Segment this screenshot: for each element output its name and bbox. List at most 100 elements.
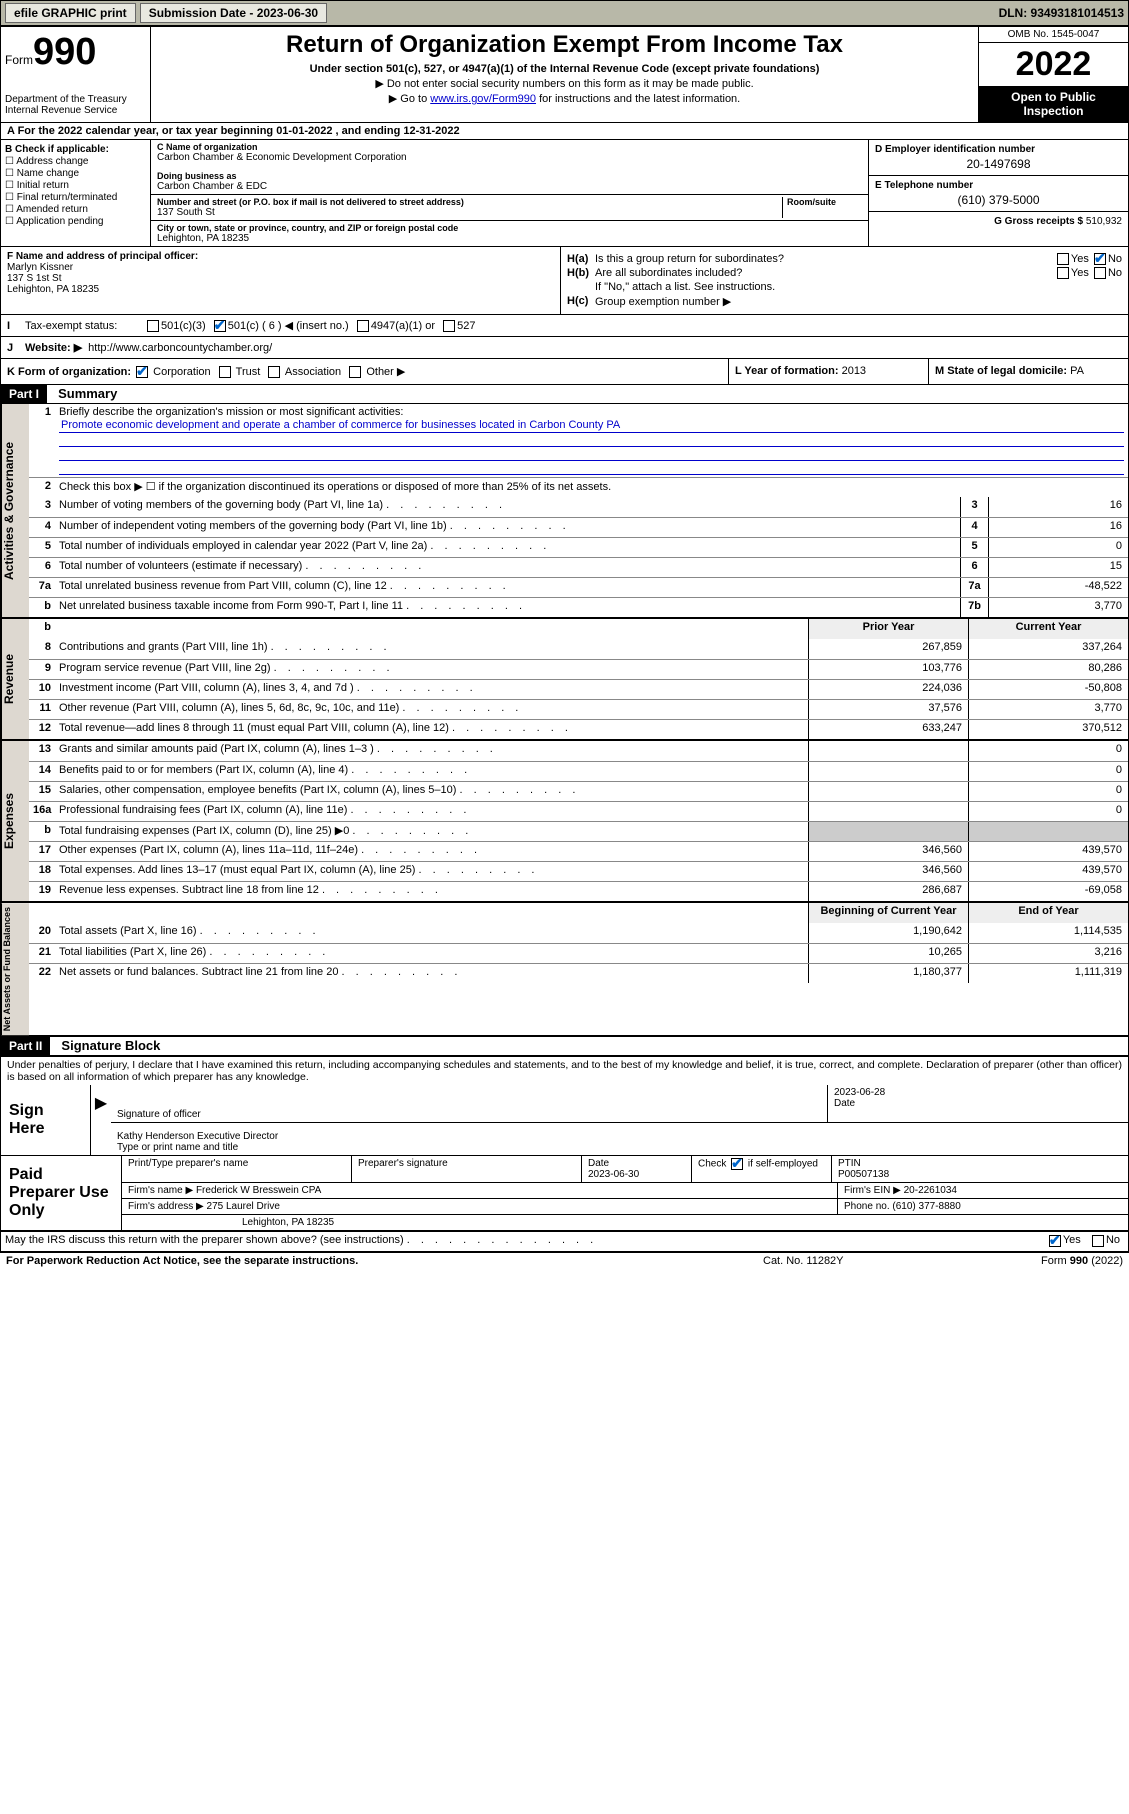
- l-label: L Year of formation:: [735, 365, 839, 377]
- row-box-val: 16: [988, 497, 1128, 517]
- hb-yes-chk[interactable]: [1057, 267, 1069, 279]
- row-k-l-m: K Form of organization: Corporation Trus…: [1, 359, 1128, 385]
- k-other-chk[interactable]: [349, 366, 361, 378]
- discuss-no-chk[interactable]: [1092, 1235, 1104, 1247]
- exp-row-13: 13 Grants and similar amounts paid (Part…: [29, 741, 1128, 761]
- net-row-21: 21 Total liabilities (Part X, line 26) .…: [29, 943, 1128, 963]
- row-num: 18: [29, 862, 55, 881]
- row-num: 15: [29, 782, 55, 801]
- row-i: I Tax-exempt status: 501(c)(3) 501(c) ( …: [1, 315, 1128, 337]
- part1-title: Summary: [50, 386, 117, 401]
- rev-row-12: 12 Total revenue—add lines 8 through 11 …: [29, 719, 1128, 739]
- room-label: Room/suite: [787, 197, 862, 207]
- gov-row-7a: 7a Total unrelated business revenue from…: [29, 577, 1128, 597]
- row-desc: Net assets or fund balances. Subtract li…: [55, 964, 808, 983]
- org-name: Carbon Chamber & Economic Development Co…: [157, 152, 862, 163]
- q2-text: Check this box ▶ ☐ if the organization d…: [55, 478, 1128, 497]
- h-c-row: H(c) Group exemption number ▶: [567, 295, 1122, 308]
- footer-mid: Cat. No. 11282Y: [763, 1255, 963, 1267]
- k-trust-chk[interactable]: [219, 366, 231, 378]
- street-val: 137 South St: [157, 207, 782, 218]
- row-cy: 0: [968, 782, 1128, 801]
- self-emp-chk[interactable]: [731, 1158, 743, 1170]
- efile-button[interactable]: efile GRAPHIC print: [5, 3, 136, 23]
- rev-hdr-desc: [55, 619, 808, 639]
- opt-4947: 4947(a)(1) or: [371, 320, 435, 332]
- row-desc: Professional fundraising fees (Part IX, …: [55, 802, 808, 821]
- paid-preparer-row: Paid Preparer Use Only Print/Type prepar…: [1, 1156, 1128, 1231]
- i-501c3-chk[interactable]: [147, 320, 159, 332]
- row-box-num: 4: [960, 518, 988, 537]
- row-num: b: [29, 598, 55, 617]
- row-py: 346,560: [808, 842, 968, 861]
- col-f: F Name and address of principal officer:…: [1, 247, 561, 314]
- net-row-22: 22 Net assets or fund balances. Subtract…: [29, 963, 1128, 983]
- row-num: 17: [29, 842, 55, 861]
- i-4947-chk[interactable]: [357, 320, 369, 332]
- ha-no-chk[interactable]: [1094, 253, 1106, 265]
- hb-lbl: H(b): [567, 267, 595, 279]
- gross-val: 510,932: [1086, 216, 1122, 227]
- q1-num: 1: [29, 404, 55, 477]
- section-expenses: Expenses 13 Grants and similar amounts p…: [1, 741, 1128, 903]
- rev-hdr-num: b: [29, 619, 55, 639]
- goto-note: ▶ Go to www.irs.gov/Form990 for instruct…: [159, 92, 970, 105]
- row-desc: Investment income (Part VIII, column (A)…: [55, 680, 808, 699]
- website-val: http://www.carboncountychamber.org/: [88, 342, 272, 354]
- row-desc: Grants and similar amounts paid (Part IX…: [55, 741, 808, 761]
- row-cy: 337,264: [968, 639, 1128, 659]
- chk-initial-return[interactable]: ☐ Initial return: [5, 180, 146, 191]
- row-desc: Total number of individuals employed in …: [55, 538, 960, 557]
- exp-row-16a: 16a Professional fundraising fees (Part …: [29, 801, 1128, 821]
- part2-title: Signature Block: [53, 1038, 160, 1053]
- row-j: J Website: ▶ http://www.carboncountycham…: [1, 337, 1128, 359]
- chk-app-pending[interactable]: ☐ Application pending: [5, 216, 146, 227]
- officer-addr1: 137 S 1st St: [7, 273, 554, 284]
- firm-addr1-val: 275 Laurel Drive: [207, 1201, 280, 1212]
- hb-note: If "No," attach a list. See instructions…: [567, 281, 1122, 293]
- k-assoc-chk[interactable]: [268, 366, 280, 378]
- row-box-val: 15: [988, 558, 1128, 577]
- row-num: 12: [29, 720, 55, 739]
- prep-date-label: Date: [588, 1158, 685, 1169]
- row-box-val: 3,770: [988, 598, 1128, 617]
- row-box-val: 16: [988, 518, 1128, 537]
- chk-amended[interactable]: ☐ Amended return: [5, 204, 146, 215]
- tax-year: 2022: [979, 43, 1128, 86]
- row-desc: Total number of volunteers (estimate if …: [55, 558, 960, 577]
- col-current-year: Current Year: [968, 619, 1128, 639]
- d-ein-cell: D Employer identification number 20-1497…: [869, 140, 1128, 176]
- q1-text: Briefly describe the organization's miss…: [59, 406, 1124, 418]
- c-city-cell: City or town, state or province, country…: [151, 221, 868, 246]
- discuss-yes-chk[interactable]: [1049, 1235, 1061, 1247]
- header-left: Form990 Department of the Treasury Inter…: [1, 27, 151, 122]
- hb-no-chk[interactable]: [1094, 267, 1106, 279]
- firm-phone-label: Phone no.: [844, 1201, 890, 1212]
- hb-text: Are all subordinates included?: [595, 267, 1055, 279]
- e-phone-cell: E Telephone number (610) 379-5000: [869, 176, 1128, 212]
- page-footer: For Paperwork Reduction Act Notice, see …: [0, 1252, 1129, 1269]
- gross-label: G Gross receipts $: [994, 216, 1083, 227]
- k-label: K Form of organization:: [7, 366, 131, 378]
- col-eoy: End of Year: [968, 903, 1128, 923]
- chk-name-change[interactable]: ☐ Name change: [5, 168, 146, 179]
- i-527-chk[interactable]: [443, 320, 455, 332]
- row-py: 267,859: [808, 639, 968, 659]
- row-num: 22: [29, 964, 55, 983]
- firm-addr2-val: Lehighton, PA 18235: [122, 1215, 1128, 1230]
- footer-right: Form 990 (2022): [963, 1255, 1123, 1267]
- ha-yes-chk[interactable]: [1057, 253, 1069, 265]
- irs-link[interactable]: www.irs.gov/Form990: [430, 93, 536, 105]
- chk-address-change[interactable]: ☐ Address change: [5, 156, 146, 167]
- omb-number: OMB No. 1545-0047: [979, 27, 1128, 43]
- row-py: [808, 782, 968, 801]
- side-revenue: Revenue: [1, 619, 29, 739]
- submission-date-button[interactable]: Submission Date - 2023-06-30: [140, 3, 327, 23]
- form-header: Form990 Department of the Treasury Inter…: [1, 27, 1128, 123]
- chk-final-return[interactable]: ☐ Final return/terminated: [5, 192, 146, 203]
- k-corp-chk[interactable]: [136, 366, 148, 378]
- row-py: 224,036: [808, 680, 968, 699]
- i-501c-chk[interactable]: [214, 320, 226, 332]
- row-box-num: 5: [960, 538, 988, 557]
- c-street-cell: Number and street (or P.O. box if mail i…: [151, 195, 868, 221]
